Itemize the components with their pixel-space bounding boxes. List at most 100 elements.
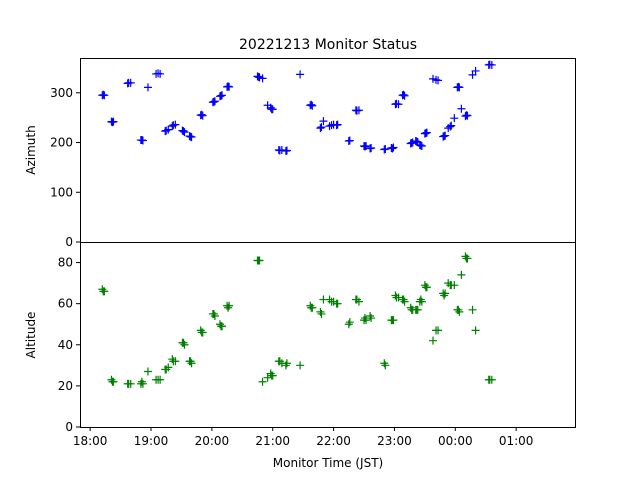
data-point xyxy=(325,122,334,131)
data-point xyxy=(399,295,408,304)
data-point xyxy=(406,303,415,312)
data-point xyxy=(308,303,317,312)
data-point xyxy=(209,309,218,318)
data-point xyxy=(307,100,316,109)
data-point xyxy=(107,375,116,384)
data-point xyxy=(450,281,459,290)
data-point xyxy=(468,305,477,314)
data-point xyxy=(381,361,390,370)
data-point xyxy=(171,120,180,129)
data-point xyxy=(487,60,496,69)
data-point xyxy=(381,145,390,154)
y-tick-label: 200 xyxy=(50,136,73,150)
data-point xyxy=(455,307,464,316)
data-point xyxy=(100,287,109,296)
data-point xyxy=(352,295,361,304)
data-point xyxy=(461,252,470,261)
data-point xyxy=(187,359,196,368)
data-point xyxy=(428,336,437,345)
data-point xyxy=(446,122,455,131)
data-point xyxy=(345,318,354,327)
data-point xyxy=(362,142,371,151)
data-point xyxy=(316,307,325,316)
azimuth-series xyxy=(98,60,496,155)
data-point xyxy=(457,270,466,279)
data-point xyxy=(197,110,206,119)
data-point xyxy=(463,111,472,120)
data-point xyxy=(255,256,264,265)
data-point xyxy=(196,326,205,335)
data-point xyxy=(210,312,219,320)
data-point xyxy=(98,285,107,294)
data-point xyxy=(266,103,275,112)
data-point xyxy=(171,357,180,366)
data-point xyxy=(417,297,426,306)
data-point xyxy=(316,124,325,133)
data-point xyxy=(180,128,189,137)
data-point xyxy=(400,297,409,306)
data-point xyxy=(198,111,207,120)
data-point xyxy=(399,90,408,99)
data-point xyxy=(354,106,363,115)
x-tick-label: 00:00 xyxy=(438,434,473,448)
data-point xyxy=(345,136,354,145)
data-point xyxy=(164,363,173,372)
data-point xyxy=(218,91,227,100)
data-point xyxy=(344,320,353,329)
altitude-plot-frame xyxy=(80,242,576,428)
data-point xyxy=(463,254,472,263)
data-point xyxy=(162,126,171,135)
y-tick-label: 20 xyxy=(58,379,73,393)
data-point xyxy=(471,66,480,75)
data-point xyxy=(263,373,272,382)
data-point xyxy=(275,357,284,366)
data-point xyxy=(367,144,376,153)
data-point xyxy=(162,365,171,374)
data-point xyxy=(210,97,219,106)
data-point xyxy=(487,375,496,384)
data-point xyxy=(457,104,466,113)
altitude-y-ticks: 0 20 40 60 80 xyxy=(58,256,80,434)
data-point xyxy=(422,283,431,292)
data-point xyxy=(308,101,317,110)
data-point xyxy=(389,143,398,152)
data-point xyxy=(266,369,275,378)
data-point xyxy=(143,367,152,376)
data-point xyxy=(388,144,397,153)
data-point xyxy=(126,78,135,87)
y-tick-label: 0 xyxy=(65,235,73,249)
data-point xyxy=(455,83,464,92)
data-point xyxy=(434,76,443,85)
data-point xyxy=(109,117,118,126)
data-point xyxy=(143,83,152,92)
data-point xyxy=(422,128,431,137)
data-point xyxy=(138,136,147,145)
x-tick-label: 01:00 xyxy=(499,434,534,448)
data-point xyxy=(306,301,315,310)
data-point xyxy=(258,377,267,386)
data-point xyxy=(420,281,429,290)
azimuth-axis-label: Azimuth xyxy=(24,125,38,174)
time-x-ticks: 18:00 19:00 20:00 21:00 22:00 23:00 00:00 01:00 xyxy=(73,427,534,448)
altitude-axis-label: Altitude xyxy=(24,312,38,359)
data-point xyxy=(380,359,389,368)
azimuth-y-ticks: 0 100 200 300 xyxy=(50,86,80,249)
data-point xyxy=(394,100,403,109)
data-point xyxy=(179,338,188,347)
data-point xyxy=(126,379,135,388)
data-point xyxy=(354,297,363,306)
data-point xyxy=(400,91,409,100)
data-point xyxy=(225,82,234,91)
data-point xyxy=(389,316,398,325)
data-point xyxy=(268,371,277,380)
data-point xyxy=(333,299,342,308)
x-tick-label: 21:00 xyxy=(255,434,290,448)
data-point xyxy=(447,121,456,130)
data-point xyxy=(296,70,305,79)
data-point xyxy=(416,295,425,304)
x-tick-label: 19:00 xyxy=(134,434,169,448)
data-point xyxy=(367,314,376,323)
data-point xyxy=(296,361,305,370)
altitude-panel: Altitude 0 20 40 60 80 xyxy=(24,252,496,434)
data-point xyxy=(282,146,291,155)
